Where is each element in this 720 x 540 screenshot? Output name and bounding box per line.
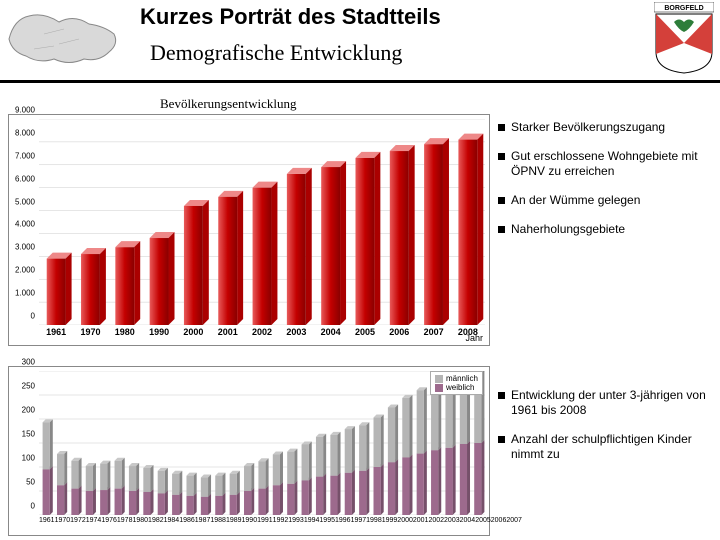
bullets-bottom: Entwicklung der unter 3-jährigen von 196… [498, 388, 716, 476]
chart2-legend: männlichweiblich [430, 371, 483, 395]
ytick: 5.000 [15, 197, 35, 206]
xtick: 1976 [101, 517, 117, 533]
xtick: 1996 [335, 517, 351, 533]
logo-text: BORGFELD [664, 5, 703, 12]
xtick: 2006 [491, 517, 507, 533]
chart1-xlabel: Jahr [465, 333, 483, 343]
xtick: 2004 [460, 517, 476, 533]
map-silhouette [4, 4, 124, 74]
ytick: 0 [31, 502, 35, 511]
bullet-icon [498, 153, 505, 160]
xtick: 1997 [351, 517, 367, 533]
bullet-text: Entwicklung der unter 3-jährigen von 196… [511, 388, 716, 418]
bullet-icon [498, 392, 505, 399]
xtick: 1994 [304, 517, 320, 533]
xtick: 2003 [279, 327, 313, 343]
ytick: 50 [26, 478, 35, 487]
ytick: 2.000 [15, 266, 35, 275]
bullet-icon [498, 197, 505, 204]
xtick: 1998 [366, 517, 382, 533]
xtick: 1984 [164, 517, 180, 533]
xtick: 1961 [39, 327, 73, 343]
bullet-item: An der Wümme gelegen [498, 193, 716, 208]
header: BORGFELD Kurzes Porträt des Stadtteils D… [0, 0, 720, 83]
legend-item: weiblich [435, 383, 478, 392]
bullet-item: Starker Bevölkerungszugang [498, 120, 716, 135]
xtick: 1974 [86, 517, 102, 533]
xtick: 1961 [39, 517, 55, 533]
ytick: 4.000 [15, 220, 35, 229]
xtick: 1993 [288, 517, 304, 533]
ytick: 250 [22, 382, 35, 391]
xtick: 2006 [382, 327, 416, 343]
ytick: 1.000 [15, 289, 35, 298]
xtick: 2001 [211, 327, 245, 343]
xtick: 1989 [226, 517, 242, 533]
bullet-text: An der Wümme gelegen [511, 193, 640, 208]
xtick: 1990 [142, 327, 176, 343]
ytick: 300 [22, 358, 35, 367]
xtick: 2001 [413, 517, 429, 533]
xtick: 1970 [73, 327, 107, 343]
chart2-xaxis: 1961197019721974197619781980198219841986… [39, 517, 485, 533]
ytick: 3.000 [15, 243, 35, 252]
xtick: 1988 [210, 517, 226, 533]
xtick: 1995 [319, 517, 335, 533]
chart2-yaxis: 050100150200250300 [9, 371, 37, 515]
xtick: 2004 [314, 327, 348, 343]
xtick: 2000 [176, 327, 210, 343]
xtick: 2005 [348, 327, 382, 343]
xtick: 1970 [55, 517, 71, 533]
ytick: 9.000 [15, 106, 35, 115]
xtick: 1978 [117, 517, 133, 533]
xtick: 2000 [397, 517, 413, 533]
ytick: 6.000 [15, 174, 35, 183]
bullet-text: Gut erschlossene Wohngebiete mit ÖPNV zu… [511, 149, 716, 179]
xtick: 2002 [245, 327, 279, 343]
xtick: 1980 [108, 327, 142, 343]
xtick: 2007 [506, 517, 522, 533]
xtick: 1992 [273, 517, 289, 533]
xtick: 2007 [416, 327, 450, 343]
xtick: 2002 [428, 517, 444, 533]
bullets-top: Starker Bevölkerungszugang Gut erschlosse… [498, 120, 716, 251]
section-label: Bevölkerungsentwicklung [160, 96, 296, 112]
ytick: 150 [22, 430, 35, 439]
chart1-xaxis: 1961197019801990200020012002200320042005… [39, 327, 485, 343]
bullet-icon [498, 124, 505, 131]
bullet-item: Anzahl der schulpflichtigen Kinder nimmt… [498, 432, 716, 462]
bullet-text: Anzahl der schulpflichtigen Kinder nimmt… [511, 432, 716, 462]
bullet-icon [498, 436, 505, 443]
bullet-item: Entwicklung der unter 3-jährigen von 196… [498, 388, 716, 418]
xtick: 1972 [70, 517, 86, 533]
xtick: 2003 [444, 517, 460, 533]
xtick: 1986 [179, 517, 195, 533]
page-subtitle: Demografische Entwicklung [150, 40, 402, 66]
population-chart: 0 1.000 2.000 3.000 4.000 5.000 6.000 7.000 8.00… [8, 114, 490, 346]
xtick: 1999 [382, 517, 398, 533]
xtick: 1990 [242, 517, 258, 533]
xtick: 1980 [132, 517, 148, 533]
xtick: 1987 [195, 517, 211, 533]
ytick: 8.000 [15, 128, 35, 137]
bullet-icon [498, 226, 505, 233]
ytick: 7.000 [15, 151, 35, 160]
ytick: 200 [22, 406, 35, 415]
crest-logo: BORGFELD [654, 2, 714, 74]
chart1-yaxis: 0 1.000 2.000 3.000 4.000 5.000 6.000 7.000 8.00… [9, 119, 37, 325]
xtick: 1991 [257, 517, 273, 533]
bullet-text: Naherholungsgebiete [511, 222, 625, 237]
xtick: 1982 [148, 517, 164, 533]
ytick: 0 [31, 312, 35, 321]
bullet-text: Starker Bevölkerungszugang [511, 120, 665, 135]
ytick: 100 [22, 454, 35, 463]
bullet-item: Gut erschlossene Wohngebiete mit ÖPNV zu… [498, 149, 716, 179]
page-title: Kurzes Porträt des Stadtteils [140, 4, 441, 30]
under3-chart: 050100150200250300 196119701972197419761… [8, 366, 490, 536]
xtick: 2005 [475, 517, 491, 533]
legend-item: männlich [435, 374, 478, 383]
bullet-item: Naherholungsgebiete [498, 222, 716, 237]
